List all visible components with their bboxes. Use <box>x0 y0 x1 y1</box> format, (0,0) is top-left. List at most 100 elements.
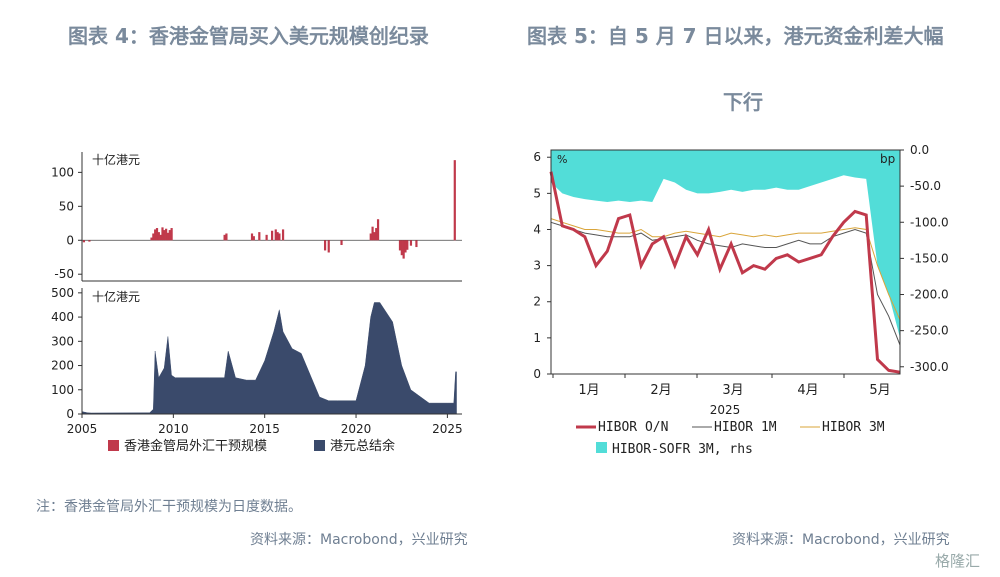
right-chart-title: 图表 5：自 5 月 7 日以来，港元资金利差大幅 <box>527 24 944 48</box>
intervention-ytick-label: 50 <box>59 199 74 213</box>
intervention-bar <box>278 233 281 241</box>
intervention-bar <box>453 160 456 241</box>
hibor-month-label: 4月 <box>797 383 818 398</box>
legend-label-hiboron: HIBOR O/N <box>598 420 668 435</box>
series-line-hibor3m <box>550 218 901 321</box>
intervention-bar <box>225 233 228 241</box>
intervention-bar <box>265 234 268 241</box>
intervention-ytick-label: 0 <box>66 233 74 247</box>
intervention-bar <box>274 229 277 241</box>
intervention-bar <box>281 229 285 241</box>
hibor-ytick-label: 4 <box>533 222 541 236</box>
intervention-bar <box>166 232 170 241</box>
intervention-bar <box>223 234 226 241</box>
aggregate-balance-area <box>81 302 457 415</box>
intervention-bar <box>163 230 166 241</box>
balance-xtick-label: 2025 <box>432 422 463 436</box>
balance-xtick-label: 2020 <box>341 422 372 436</box>
intervention-bar <box>323 240 327 251</box>
intervention-bar <box>276 232 279 241</box>
intervention-bar <box>271 230 274 241</box>
intervention-unit-label: 十亿港元 <box>92 152 140 167</box>
hibor-ytick-label: 6 <box>533 150 541 164</box>
hibor-ytick-right-label: -300.0 <box>910 360 949 374</box>
intervention-bar <box>258 232 261 241</box>
hibor-ytick-right-label: -150.0 <box>910 251 949 265</box>
intervention-bar <box>375 228 378 241</box>
legend-balance-label: 港元总结余 <box>330 438 395 454</box>
intervention-bar <box>165 228 168 241</box>
series-line-hiboron <box>549 171 901 374</box>
right-chart-title-line2: 下行 <box>723 90 763 114</box>
intervention-bar <box>161 227 164 241</box>
hibor-plot-border <box>550 149 901 375</box>
intervention-bar <box>402 240 405 259</box>
legend-balance-swatch <box>314 440 325 451</box>
balance-ytick-label: 500 <box>51 286 74 300</box>
legend-label-hiborsofr: HIBOR-SOFR 3M, rhs <box>612 442 753 457</box>
left-source: 资料来源：Macrobond，兴业研究 <box>250 532 468 548</box>
left-chart-title: 图表 4：香港金管局买入美元规模创纪录 <box>68 24 429 48</box>
hibor-month-label: 1月 <box>578 383 599 398</box>
balance-ytick-label: 0 <box>66 407 74 421</box>
hibor-left-unit: % <box>557 153 567 166</box>
balance-unit-label: 十亿港元 <box>92 289 140 304</box>
hibor-ytick-right-label: -250.0 <box>910 324 949 338</box>
intervention-bar <box>369 233 372 241</box>
legend-label-hibor1m: HIBOR 1M <box>714 420 777 435</box>
left-note: 注：香港金管局外汇干预规模为日度数据。 <box>36 499 302 515</box>
hibor-month-label: 5月 <box>869 383 890 398</box>
intervention-bar <box>250 233 254 241</box>
hibor-ytick-label: 5 <box>533 186 541 200</box>
intervention-ytick-label: 100 <box>51 165 74 179</box>
hibor-ytick-label: 0 <box>533 367 541 381</box>
balance-ytick-label: 200 <box>51 359 74 373</box>
series-line-hibor1m <box>550 221 901 346</box>
intervention-bar <box>154 229 157 241</box>
hibor-ytick-right-label: -50.0 <box>910 179 941 193</box>
hibor-sofr-spread-area <box>551 150 900 338</box>
intervention-bar <box>170 228 173 241</box>
intervention-bar <box>159 234 162 241</box>
hibor-ytick-right-label: 0.0 <box>910 143 929 157</box>
intervention-bar <box>371 226 374 241</box>
intervention-bar <box>152 233 155 241</box>
intervention-bar <box>88 240 91 242</box>
watermark-logo: 格隆汇 <box>934 552 980 570</box>
intervention-bar <box>373 232 376 241</box>
balance-xtick-label: 2015 <box>249 422 280 436</box>
intervention-bar <box>168 230 171 241</box>
intervention-bar <box>157 232 160 241</box>
hibor-ytick-label: 2 <box>533 295 541 309</box>
hibor-ytick-right-label: -200.0 <box>910 288 949 302</box>
intervention-bar <box>409 240 413 246</box>
intervention-ytick-label: -50 <box>54 267 74 281</box>
intervention-bar <box>155 228 159 241</box>
balance-ytick-label: 300 <box>51 334 74 348</box>
hibor-month-label: 2月 <box>650 383 671 398</box>
hibor-ytick-label: 3 <box>533 259 541 273</box>
legend-label-hibor3m: HIBOR 3M <box>822 420 885 435</box>
intervention-bar <box>82 240 86 243</box>
legend-swatch-hiborsofr <box>596 442 607 453</box>
intervention-bar <box>398 240 402 251</box>
intervention-bar <box>150 237 153 241</box>
intervention-bar <box>404 240 407 253</box>
balance-xtick-label: 2005 <box>67 422 98 436</box>
intervention-bar <box>415 240 418 248</box>
intervention-bar <box>340 240 343 246</box>
right-source: 资料来源：Macrobond，兴业研究 <box>732 532 950 548</box>
balance-ytick-label: 400 <box>51 310 74 324</box>
intervention-bar <box>252 236 255 241</box>
hibor-month-label: 3月 <box>722 383 743 398</box>
legend-intervention-label: 香港金管局外汇干预规模 <box>124 438 267 454</box>
intervention-bar <box>327 240 330 253</box>
legend-intervention-swatch <box>108 440 119 451</box>
hibor-ytick-label: 1 <box>533 331 541 345</box>
intervention-bar <box>376 219 380 241</box>
hibor-ytick-right-label: -100.0 <box>910 215 949 229</box>
intervention-bar <box>400 240 403 256</box>
hibor-xlabel: 2025 <box>710 403 741 417</box>
hibor-right-unit: bp <box>880 152 895 166</box>
